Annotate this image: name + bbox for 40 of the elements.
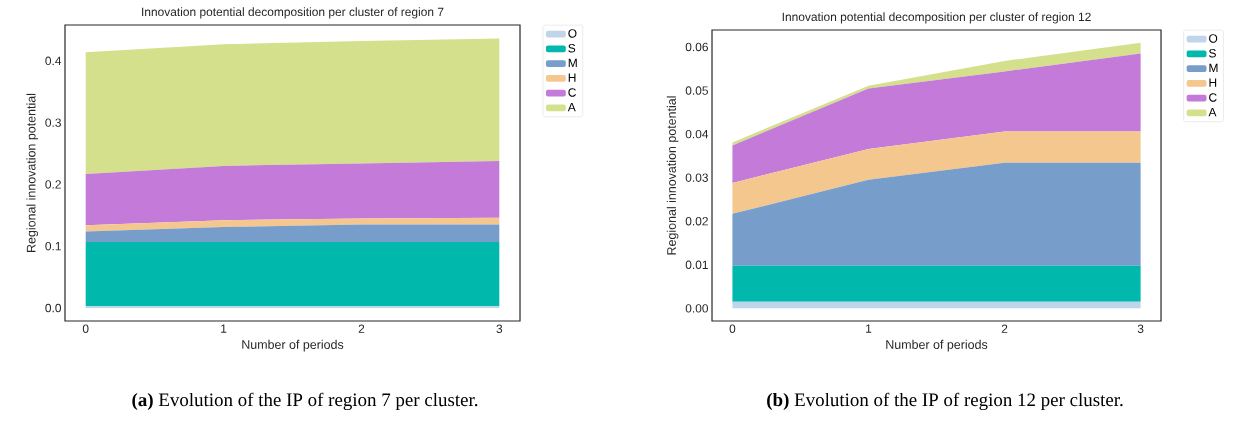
legend-label: H (568, 73, 576, 82)
x-tick-label: 3 (1137, 324, 1144, 333)
text: (b) Evolution of the IP of region 12 per cluster. (767, 392, 1123, 411)
x-axis-title: Number of periods (886, 339, 988, 352)
x-tick-label: 0 (82, 324, 89, 333)
y-tick-label: 0.02 (685, 217, 708, 226)
y-tick-label: 0.1 (45, 242, 61, 251)
y-tick-label: 0.05 (685, 86, 708, 95)
legend-label: O (568, 29, 577, 38)
y-tick-label: 0.03 (685, 173, 708, 182)
legend-label: A (1208, 108, 1217, 117)
x-tick-label: 1 (866, 324, 872, 333)
legend-label: S (1209, 49, 1216, 58)
y-axis-title: Regional innovation potential (666, 96, 679, 255)
x-tick-label: 3 (496, 324, 503, 333)
x-tick-label: 2 (1001, 324, 1008, 333)
legend-label: M (568, 58, 577, 68)
legend-label: M (1209, 63, 1218, 73)
x-tick-label: 0 (729, 324, 736, 333)
legend-label: H (1209, 78, 1217, 87)
x-axis-title: Number of periods (242, 339, 344, 352)
y-tick-label: 0.00 (685, 304, 709, 313)
x-tick-label: 1 (221, 324, 227, 333)
legend-label: C (1209, 93, 1217, 102)
y-axis-title: Regional innovation potential (26, 93, 39, 252)
y-tick-label: 0.3 (45, 118, 61, 127)
y-tick-label: 0.4 (45, 56, 62, 66)
y-tick-label: 0.0 (45, 303, 62, 313)
legend-label: A (567, 103, 576, 112)
chart-title: Innovation potential decomposition per cluster of region 7 (142, 7, 444, 19)
y-tick-label: 0.01 (685, 260, 708, 270)
x-tick-label: 2 (358, 324, 365, 333)
text: (a) Evolution of the IP of region 7 per cluster. (132, 392, 478, 411)
legend-label: C (568, 88, 576, 97)
chart-title: Innovation potential decomposition per cluster of region 12 (782, 12, 1091, 24)
legend-label: O (1209, 34, 1218, 43)
y-tick-label: 0.04 (685, 129, 709, 139)
legend-label: S (568, 44, 576, 53)
y-tick-label: 0.2 (45, 180, 61, 189)
y-tick-label: 0.06 (685, 42, 708, 52)
